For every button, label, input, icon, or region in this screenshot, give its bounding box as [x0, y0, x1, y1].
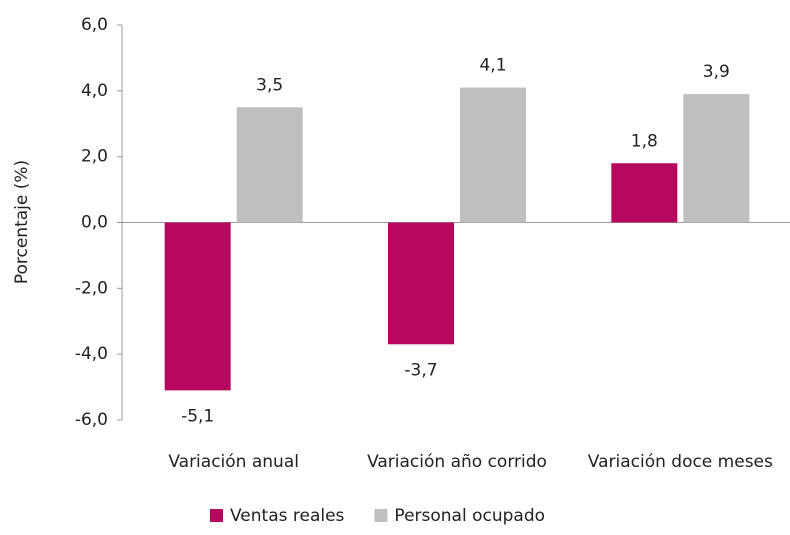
y-axis-label: Porcentaje (%)	[12, 160, 32, 284]
x-tick-label: Variación año corrido	[367, 452, 547, 472]
bar	[460, 87, 526, 223]
y-tick-label: 2,0	[81, 147, 108, 167]
bar	[683, 94, 750, 223]
data-label: 4,1	[479, 56, 506, 76]
legend-label: Ventas reales	[230, 506, 345, 526]
data-label: 3,9	[703, 62, 730, 82]
y-tick-label: -6,0	[75, 410, 108, 430]
legend-swatch	[210, 509, 223, 522]
y-tick-label: 4,0	[81, 81, 108, 101]
y-tick-label: 0,0	[81, 213, 108, 233]
data-label: -5,1	[181, 406, 214, 426]
legend-swatch	[374, 509, 388, 522]
y-tick-label: -2,0	[75, 278, 108, 298]
y-tick-label: 6,0	[81, 15, 108, 35]
data-label: 1,8	[631, 131, 658, 151]
legend-label: Personal ocupado	[394, 506, 545, 526]
bar	[164, 222, 231, 391]
x-tick-label: Variación anual	[168, 452, 299, 472]
bar	[236, 107, 303, 223]
bar	[388, 222, 454, 345]
y-tick-label: -4,0	[75, 344, 108, 364]
data-label: 3,5	[256, 75, 283, 95]
bar	[611, 163, 678, 223]
data-label: -3,7	[404, 360, 437, 380]
x-tick-label: Variación doce meses	[588, 452, 773, 472]
